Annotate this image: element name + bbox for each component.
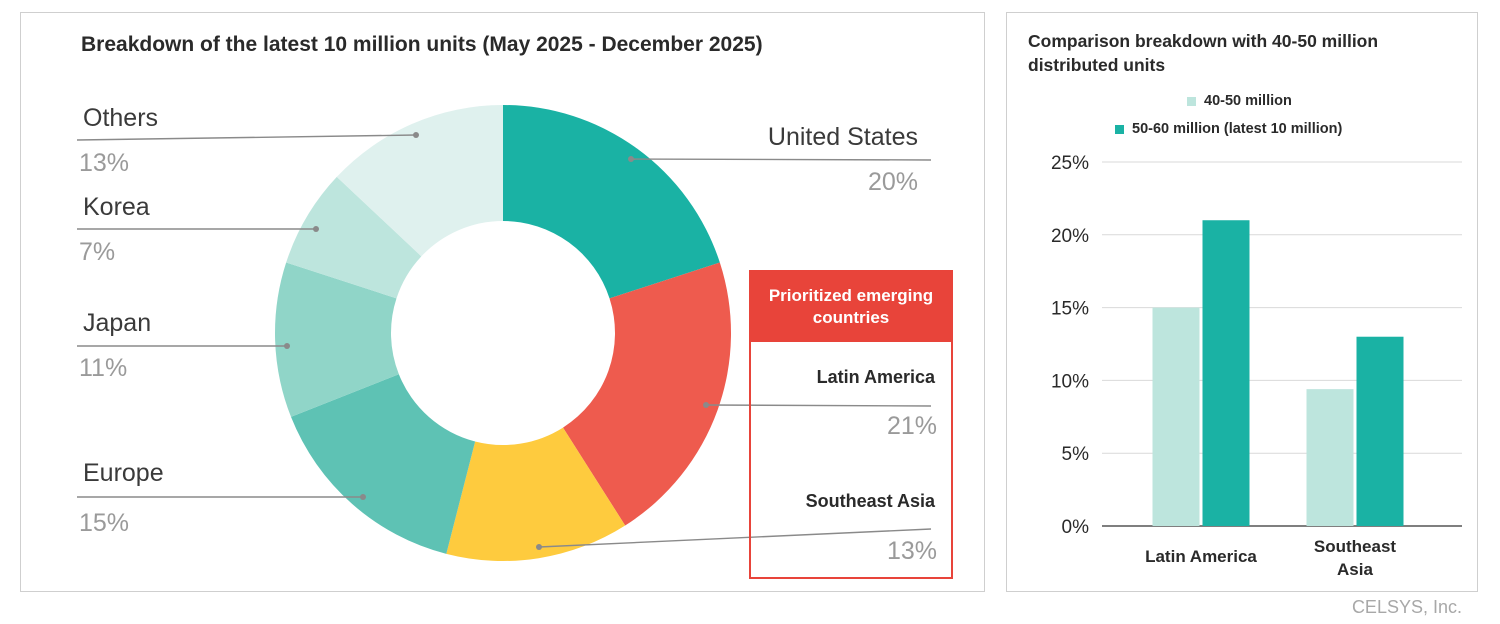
donut-slice-others <box>336 105 503 257</box>
slice-pct-southeast-asia: 13% <box>886 537 937 565</box>
bar-chart-panel: Comparison breakdown with 40-50 million … <box>1006 12 1478 592</box>
x-tick-label-latin-america: Latin America <box>1145 547 1257 566</box>
bar-chart-title: Comparison breakdown with 40-50 million … <box>1028 31 1379 75</box>
slice-pct-others: 13% <box>79 149 130 177</box>
slice-pct-korea: 7% <box>79 238 116 266</box>
leader-dot-united-states <box>628 156 634 162</box>
slice-label-southeast-asia: Southeast Asia <box>805 491 935 511</box>
leader-line-others <box>76 134 417 141</box>
donut-slice-europe <box>291 374 476 554</box>
slice-label-korea: Korea <box>83 193 150 221</box>
slice-label-united-states: United States <box>767 123 918 151</box>
bar-40-50-million-latin-america <box>1152 307 1200 526</box>
leader-dot-japan <box>284 343 290 349</box>
y-tick-label: 5% <box>1062 444 1090 465</box>
slice-label-others: Others <box>83 104 159 132</box>
donut-chart-panel: Breakdown of the latest 10 million units… <box>20 12 985 592</box>
legend-item-50-60-million: 50-60 million (latest 10 million) <box>1115 121 1342 137</box>
donut-chart <box>76 105 932 562</box>
legend-label: 50-60 million (latest 10 million) <box>1132 121 1343 137</box>
bar-50-60-million-latest-10-million-southeast-asia <box>1356 336 1404 526</box>
slice-pct-united-states: 20% <box>867 168 918 196</box>
priority-box-heading: Prioritized emerging countries <box>751 272 951 342</box>
donut-slice-latin-america <box>563 262 731 526</box>
legend-swatch-dark-icon <box>1115 124 1124 134</box>
x-tick-label-southeast-asia: Southeast <box>1314 537 1397 556</box>
leader-dot-southeast-asia <box>536 544 542 550</box>
slice-pct-latin-america: 21% <box>886 412 937 440</box>
x-tick-label-southeast-asia: Asia <box>1337 560 1373 579</box>
leader-dot-korea <box>313 226 319 232</box>
donut-slice-southeast-asia <box>446 427 626 562</box>
leader-dot-others <box>413 132 419 138</box>
legend-swatch-light-icon <box>1187 96 1196 106</box>
leader-line-united-states <box>630 158 932 161</box>
bar-chart: 0% 5% 10% 15% 20% 25% Latin America Southeast As… <box>1051 153 1462 579</box>
slice-pct-japan: 11% <box>79 354 128 382</box>
donut-slice-japan <box>275 262 399 417</box>
y-tick-label: 10% <box>1051 371 1089 392</box>
y-tick-label: 20% <box>1051 226 1089 247</box>
slice-label-japan: Japan <box>83 309 152 337</box>
slice-label-latin-america: Latin America <box>816 367 935 387</box>
leader-line-southeast-asia <box>538 528 932 548</box>
leader-dot-latin-america <box>703 402 709 408</box>
leader-line-latin-america <box>705 404 932 407</box>
donut-chart-title: Breakdown of the latest 10 million units… <box>81 33 763 56</box>
donut-slice-united-states <box>503 105 720 299</box>
slice-label-europe: Europe <box>83 459 164 487</box>
slice-pct-europe: 15% <box>79 509 130 537</box>
y-tick-label: 0% <box>1062 517 1090 538</box>
legend-label: 40-50 million <box>1204 93 1292 109</box>
bar-40-50-million-southeast-asia <box>1306 389 1354 526</box>
y-tick-label: 15% <box>1051 299 1089 320</box>
bar-50-60-million-latest-10-million-latin-america <box>1202 220 1250 527</box>
y-tick-label: 25% <box>1051 153 1089 174</box>
copyright-credit: CELSYS, Inc. <box>1351 597 1462 617</box>
leader-dot-europe <box>360 494 366 500</box>
prioritized-emerging-countries-box: Prioritized emerging countries Latin Ame… <box>749 270 953 579</box>
legend-item-40-50-million: 40-50 million <box>1187 93 1292 109</box>
donut-slice-korea <box>286 176 422 299</box>
